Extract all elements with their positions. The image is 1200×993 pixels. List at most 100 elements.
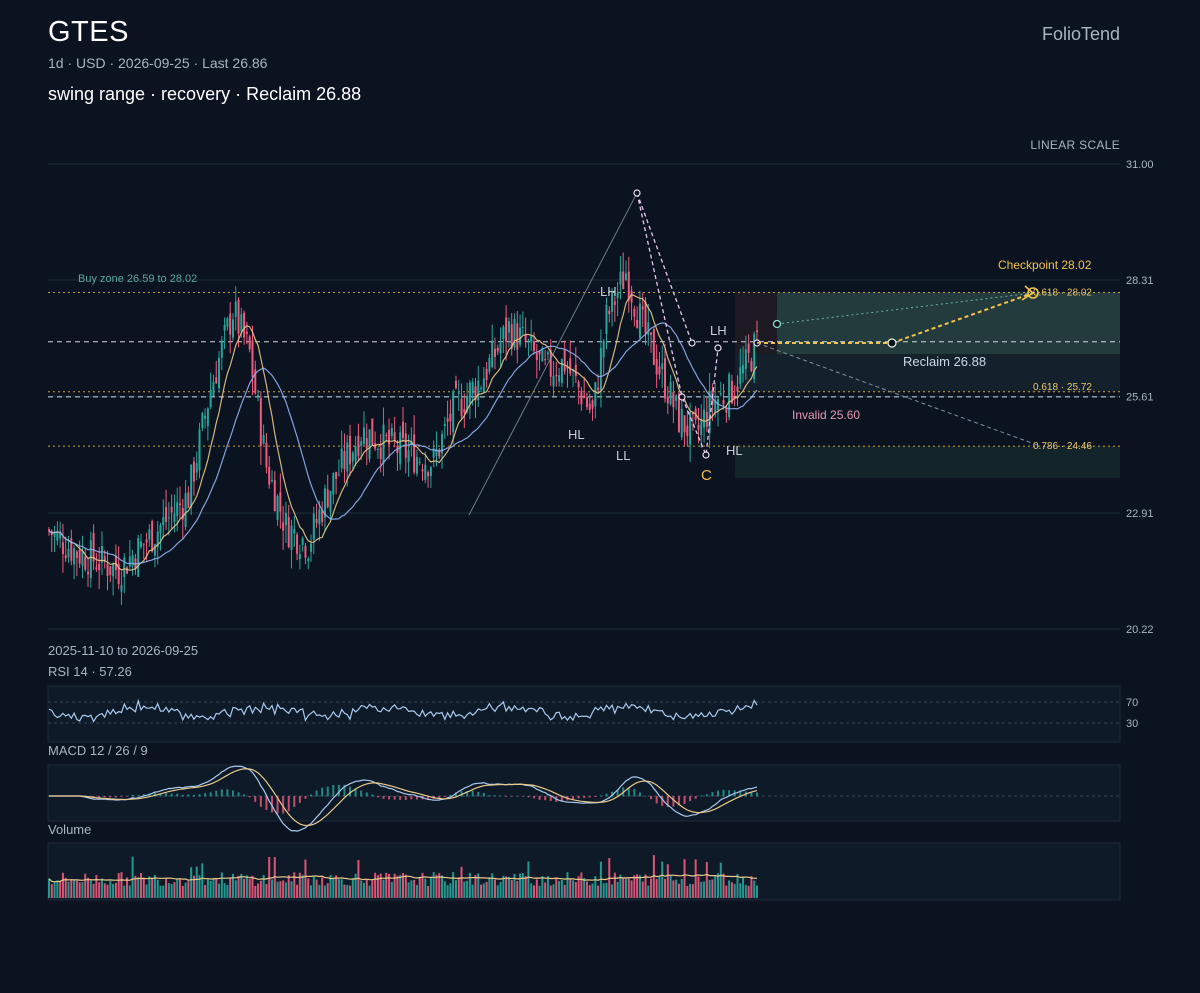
candles-layer [48,252,758,606]
candle-body [120,585,123,592]
rsi-label: RSI 14 · 57.26 [48,664,132,679]
volume-bar [566,872,569,898]
volume-bar [393,873,396,898]
macd-hist-bar [521,796,524,797]
volume-bar [195,866,198,898]
volume-bar [402,873,404,898]
volume-bar [117,873,120,898]
volume-bar [276,881,279,898]
volume-bar [591,883,594,898]
macd-hist-bar [326,786,329,797]
macd-hist-bar [287,796,290,812]
candle-body [655,359,658,375]
candle-body [56,531,59,541]
volume-bar [75,880,78,898]
volume-bar [142,877,145,898]
candle-body [117,563,120,585]
candle-body [530,335,533,343]
macd-hist-bar [114,796,117,798]
volume-bar [742,877,745,898]
fib-label-0786: 0.786 · 24.46 [1033,441,1092,452]
candle-body [493,348,496,357]
volume-bar [739,883,742,898]
projection-down [756,342,1041,447]
volume-bar [574,882,577,898]
candle-body [446,418,449,422]
candle-body [310,543,313,552]
buy-zone-label: Buy zone 26.59 to 28.02 [78,273,197,285]
candle-body [84,556,87,570]
volume-bar [418,876,421,898]
projection-rise [891,292,1034,344]
volume-bar [229,877,232,898]
macd-hist-bar [588,796,591,798]
candle-body [153,544,156,556]
candle-body [379,447,382,460]
candle-body [496,347,499,352]
macd-hist-bar [594,796,597,797]
volume-bar [560,879,563,898]
volume-bar [619,874,622,898]
candle-body [415,456,418,474]
volume-bar [284,882,287,898]
macd-hist-bar [583,796,586,799]
candle-body [78,549,81,564]
volume-bar [524,876,527,898]
volume-bar [187,881,190,898]
macd-hist-bar [527,796,530,798]
volume-bar [466,880,469,898]
candle-body [307,558,310,562]
volume-bar [599,861,602,898]
macd-hist-bar [482,792,485,797]
macd-hist-bar [254,796,257,802]
volume-bar [507,876,510,898]
candle-body [443,423,446,427]
volume-bar [491,873,494,898]
candle-body [661,363,664,370]
fib-label-0618-high: 0.618 · 28.02 [1033,288,1092,299]
candle-body [215,377,218,384]
volume-bar [666,864,669,898]
projection-node [772,319,782,329]
candle-body [750,361,753,372]
candle-body [220,340,223,358]
chart-meta: 1d · USD · 2026-09-25 · Last 26.86 [48,55,268,71]
y-tick-label: 28.31 [1126,275,1154,287]
candle-body [376,448,379,450]
candle-body [524,333,527,343]
candle-body [700,419,703,436]
macd-hist-bar [633,788,636,797]
candle-body [354,446,357,462]
macd-hist-bar [516,795,519,797]
scale-label[interactable]: LINEAR SCALE [1030,138,1120,152]
candle-body [474,386,477,401]
volume-bar [332,877,335,898]
volume-bar [655,879,658,898]
macd-hist-bar [404,796,407,800]
candle-body [599,348,602,391]
macd-hist-bar [449,794,452,797]
macd-hist-bar [181,794,184,797]
candle-body [650,332,653,335]
macd-hist-bar [170,793,173,797]
candle-body [563,349,566,372]
candle-body [560,359,563,383]
volume-bar [262,874,265,898]
macd-panel [47,764,1121,822]
volume-bar [588,885,591,898]
volume-bar [137,877,140,898]
candle-body [59,532,62,539]
reclaim-label: Reclaim 26.88 [903,354,986,369]
candle-body [736,386,739,392]
swing-label: C [701,467,712,484]
volume-bar [134,875,137,898]
volume-bar [480,884,483,898]
candle-body [388,429,391,445]
candle-body [432,448,435,458]
macd-hist-bar [388,796,391,800]
macd-hist-bar [131,794,134,797]
y-tick-label: 25.61 [1126,392,1154,404]
macd-hist-bar [270,796,273,813]
candle-body [488,358,491,372]
